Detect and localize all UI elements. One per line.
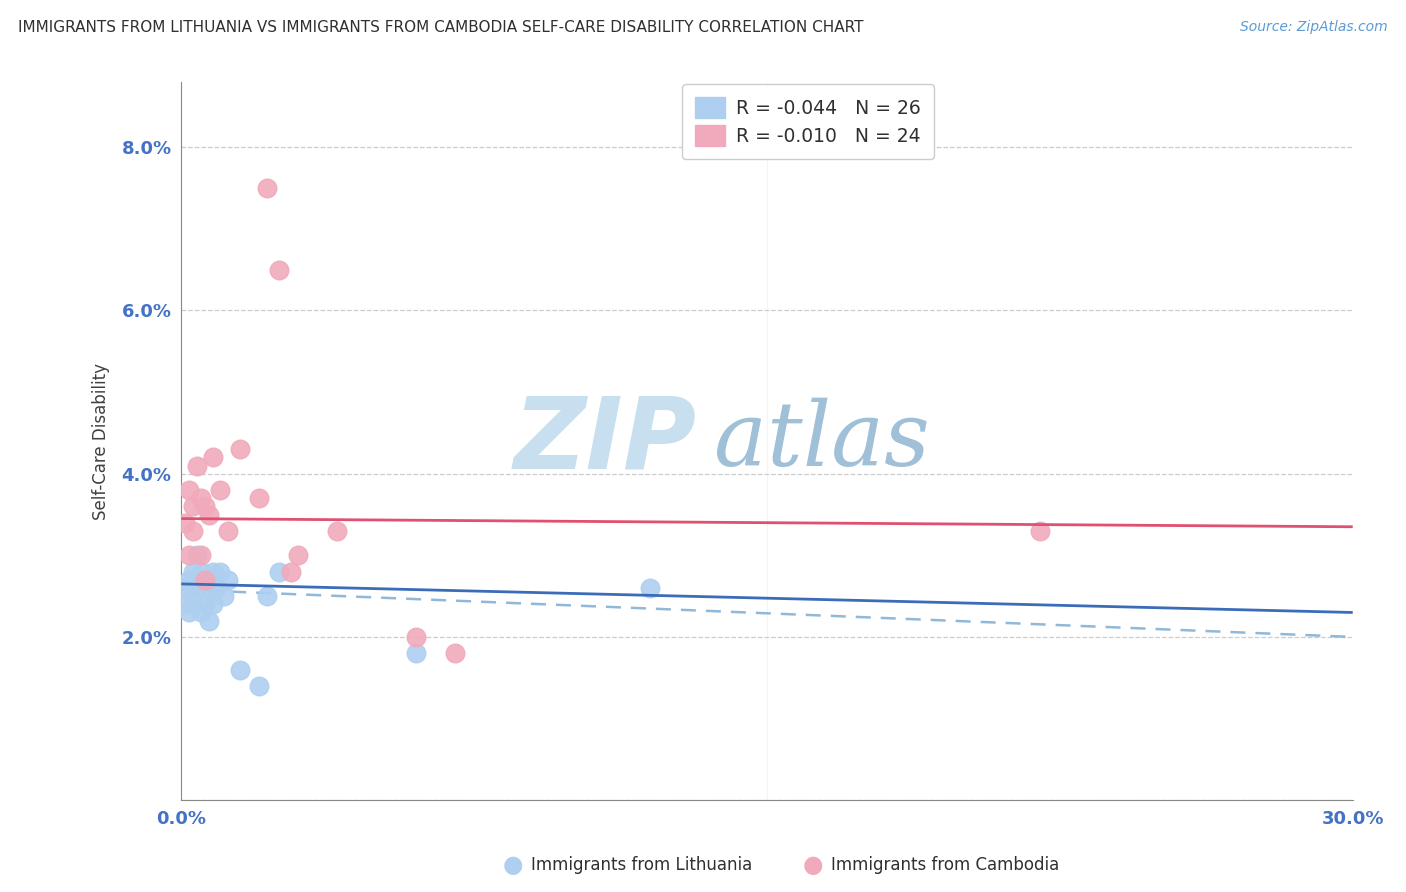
Point	[177, 549, 200, 563]
Point	[201, 597, 224, 611]
Legend: R = -0.044   N = 26, R = -0.010   N = 24: R = -0.044 N = 26, R = -0.010 N = 24	[682, 84, 934, 159]
Point	[212, 589, 235, 603]
Point	[181, 565, 204, 579]
Point	[190, 565, 212, 579]
Point	[190, 549, 212, 563]
Point	[247, 679, 270, 693]
Point	[197, 614, 219, 628]
Y-axis label: Self-Care Disability: Self-Care Disability	[93, 362, 110, 519]
Point	[181, 524, 204, 538]
Point	[177, 606, 200, 620]
Point	[181, 589, 204, 603]
Point	[267, 565, 290, 579]
Point	[186, 549, 208, 563]
Point	[190, 606, 212, 620]
Text: atlas: atlas	[714, 398, 929, 484]
Point	[201, 450, 224, 465]
Point	[194, 500, 217, 514]
Point	[209, 483, 232, 497]
Point	[443, 646, 465, 660]
Point	[326, 524, 349, 538]
Point	[174, 597, 197, 611]
Point	[194, 573, 217, 587]
Text: Source: ZipAtlas.com: Source: ZipAtlas.com	[1240, 20, 1388, 34]
Point	[280, 565, 302, 579]
Point	[405, 646, 427, 660]
Point	[181, 500, 204, 514]
Point	[186, 581, 208, 595]
Point	[174, 581, 197, 595]
Point	[177, 483, 200, 497]
Text: Immigrants from Lithuania: Immigrants from Lithuania	[531, 856, 752, 874]
Point	[190, 491, 212, 506]
Point	[267, 262, 290, 277]
Point	[194, 573, 217, 587]
Point	[197, 508, 219, 522]
Point	[201, 565, 224, 579]
Text: Immigrants from Cambodia: Immigrants from Cambodia	[831, 856, 1059, 874]
Point	[186, 458, 208, 473]
Point	[229, 663, 252, 677]
Point	[1029, 524, 1052, 538]
Point	[256, 589, 278, 603]
Point	[177, 573, 200, 587]
Point	[256, 181, 278, 195]
Point	[247, 491, 270, 506]
Point	[194, 597, 217, 611]
Point	[638, 581, 661, 595]
Point	[217, 573, 239, 587]
Text: ZIP: ZIP	[513, 392, 697, 490]
Text: ●: ●	[503, 854, 523, 877]
Point	[405, 630, 427, 644]
Text: IMMIGRANTS FROM LITHUANIA VS IMMIGRANTS FROM CAMBODIA SELF-CARE DISABILITY CORRE: IMMIGRANTS FROM LITHUANIA VS IMMIGRANTS …	[18, 20, 863, 35]
Point	[197, 581, 219, 595]
Point	[205, 581, 228, 595]
Point	[209, 565, 232, 579]
Point	[174, 516, 197, 530]
Point	[287, 549, 309, 563]
Point	[229, 442, 252, 457]
Text: ●: ●	[803, 854, 823, 877]
Point	[217, 524, 239, 538]
